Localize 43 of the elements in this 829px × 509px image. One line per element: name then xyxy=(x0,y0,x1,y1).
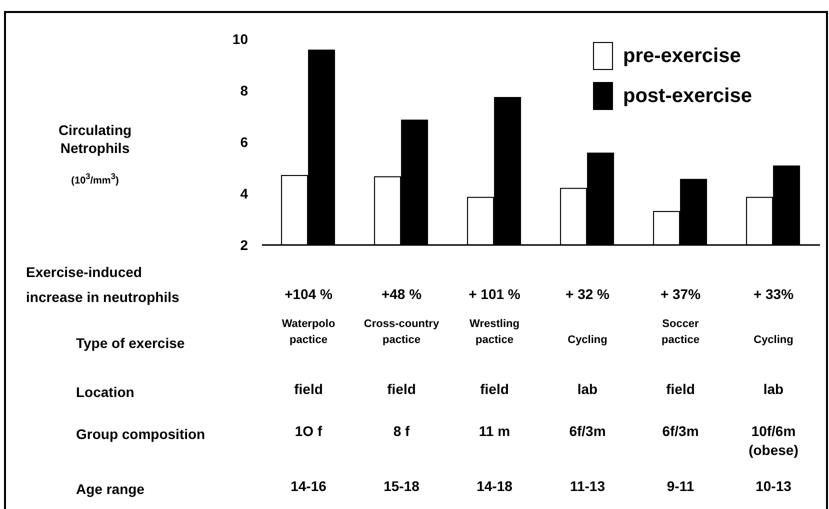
text: Wrestling pactice xyxy=(470,318,520,346)
text: 1O f xyxy=(294,422,324,440)
text: Location xyxy=(76,383,134,402)
y-tick-label: 6 xyxy=(240,134,248,150)
text: 10f/6m (obese) xyxy=(748,422,800,460)
text: 14-18 xyxy=(476,476,514,496)
text: Type of exercise xyxy=(76,334,185,353)
text: 14-16 xyxy=(290,476,328,496)
y-tick-label: 2 xyxy=(240,236,248,253)
text: 10-13 xyxy=(754,476,792,496)
text: Waterpolo pactice xyxy=(282,318,336,346)
text: Group composition xyxy=(76,425,206,444)
text: + 33% xyxy=(752,284,795,304)
text: lab xyxy=(576,380,599,398)
y-tick-label: 10 xyxy=(232,30,248,47)
text: 11 m xyxy=(478,422,512,440)
text: Soccer pactice xyxy=(660,317,700,348)
text: Cross-country pactice xyxy=(362,317,440,348)
text: 9-11 xyxy=(666,476,696,496)
text: +104 % xyxy=(284,284,334,304)
text: field xyxy=(665,380,696,398)
legend-label: pre-exercise xyxy=(623,44,741,68)
text: field xyxy=(386,380,417,398)
text: 8 f xyxy=(392,422,411,440)
text: field xyxy=(293,380,324,398)
text: 15-18 xyxy=(382,476,420,496)
text: lab xyxy=(762,380,785,398)
text: + 37% xyxy=(659,284,702,304)
legend-label: post-exercise xyxy=(623,84,752,108)
text: 11-13 xyxy=(568,476,606,496)
text: 6f/3m xyxy=(568,422,607,440)
text: + 101 % xyxy=(468,284,522,304)
text: Cycling xyxy=(752,333,794,348)
text: 6f/3m xyxy=(661,422,700,440)
text: Cycling xyxy=(566,333,608,348)
text: Age range xyxy=(76,480,144,499)
y-tick-label: 8 xyxy=(240,82,248,98)
y-tick-label: 4 xyxy=(240,185,248,202)
text: + 32 % xyxy=(564,284,610,304)
text: +48 % xyxy=(380,284,423,304)
text: Exercise-induced increase in neutrophils xyxy=(26,263,180,307)
text: Circulating Netrophils (10$^{3}$/mm$^{3}$) xyxy=(58,122,132,186)
text: field xyxy=(479,380,510,398)
